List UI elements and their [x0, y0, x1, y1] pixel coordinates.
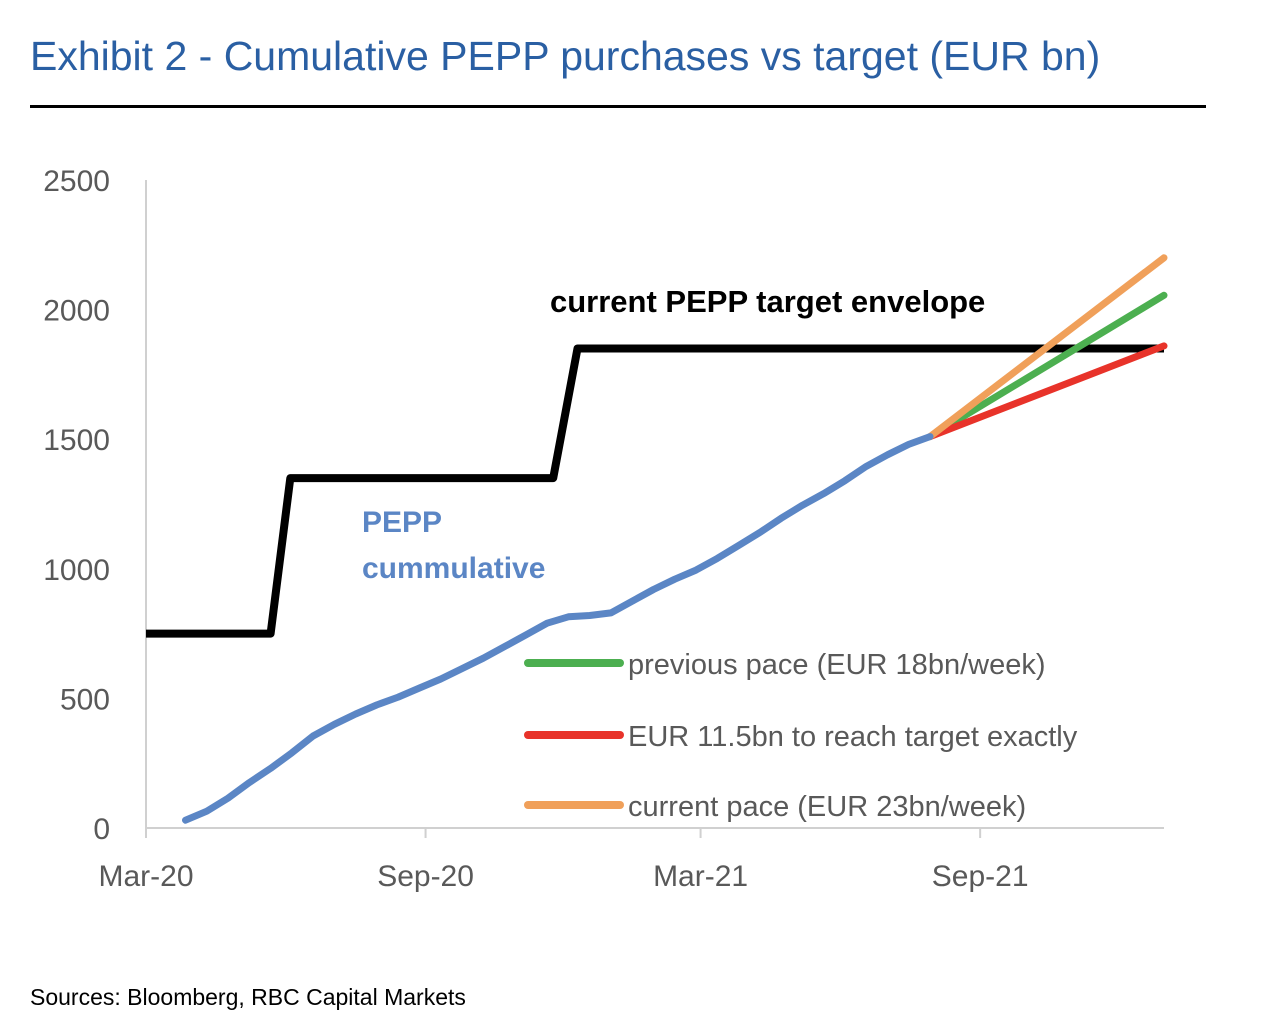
series-lines — [146, 254, 1168, 824]
y-tick-label: 2500 — [43, 165, 110, 198]
x-tick-label: Sep-20 — [377, 860, 474, 893]
chart-title: Exhibit 2 - Cumulative PEPP purchases vs… — [30, 33, 1101, 79]
target-envelope-label: current PEPP target envelope — [550, 284, 985, 319]
y-tick-label: 1500 — [43, 424, 110, 457]
series-line-0 — [146, 344, 1164, 638]
pepp-label-line2: cummulative — [362, 552, 545, 585]
y-tick-label: 0 — [93, 813, 110, 846]
y-tick-label: 500 — [60, 683, 110, 716]
y-tick-label: 2000 — [43, 295, 110, 328]
title-underline — [30, 105, 1206, 108]
x-tick-label: Sep-21 — [932, 860, 1029, 893]
x-tick-label: Mar-21 — [653, 860, 748, 893]
series-line-1 — [182, 433, 934, 824]
tick-labels: 0 500 1000 1500 2000 2500 Mar-20 Sep-20 Mar-21 Se… — [43, 165, 1028, 893]
series-line-2 — [926, 291, 1168, 441]
legend-label: previous pace (EUR 18bn/week) — [628, 649, 1045, 681]
y-tick-label: 1000 — [43, 554, 110, 587]
series-line-4 — [926, 254, 1168, 441]
annotations: current PEPP target envelope PEPP cummulat… — [362, 284, 985, 585]
x-tick-label: Mar-20 — [98, 860, 193, 893]
legend: previous pace (EUR 18bn/week) EUR 11.5bn … — [524, 649, 1078, 823]
legend-label: EUR 11.5bn to reach target exactly — [628, 721, 1078, 753]
source-note: Sources: Bloomberg, RBC Capital Markets — [30, 984, 466, 1010]
pepp-label-line1: PEPP — [362, 506, 442, 539]
axes — [145, 180, 1164, 838]
legend-label: current pace (EUR 23bn/week) — [628, 791, 1026, 823]
series-line-3 — [926, 342, 1168, 441]
